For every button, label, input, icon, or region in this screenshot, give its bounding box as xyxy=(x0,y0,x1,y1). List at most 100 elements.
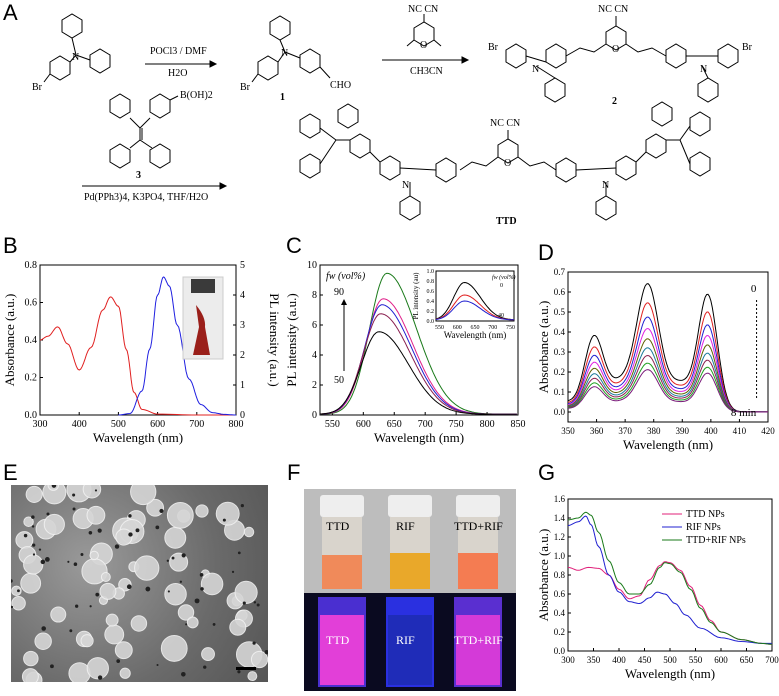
dark-speck xyxy=(231,570,235,574)
nanoparticle xyxy=(104,624,125,645)
x-tick-label: 600 xyxy=(150,419,165,430)
panel-letter-e: E xyxy=(3,460,18,485)
dark-speck xyxy=(116,659,121,663)
inset-series-line xyxy=(435,300,514,321)
inset-x-label: Wavelength (nm) xyxy=(444,330,507,340)
x-axis-label: Wavelength (nm) xyxy=(93,430,183,445)
dark-speck xyxy=(11,605,14,609)
x-tick-label: 390 xyxy=(676,426,690,436)
nanoparticle xyxy=(11,585,22,597)
vial-label-ttd: TTD xyxy=(326,519,350,533)
dark-speck xyxy=(23,533,28,538)
x-axis-label: Wavelength (nm) xyxy=(625,666,715,681)
panel-letter-a: A xyxy=(3,0,18,25)
y-tick-label: 1.2 xyxy=(554,532,565,542)
dark-speck xyxy=(128,514,132,518)
dark-speck xyxy=(159,508,164,514)
benzene-ring xyxy=(399,195,421,221)
y-right-tick-label: 5 xyxy=(240,260,245,271)
br-label: Br xyxy=(488,42,498,53)
inset-y-tick-label: 0.6 xyxy=(427,289,435,295)
x-tick-label: 600 xyxy=(356,419,371,430)
y-tick-label: 4 xyxy=(312,350,317,361)
nanoparticle xyxy=(215,501,240,526)
dark-speck xyxy=(31,525,35,528)
benzene-ring xyxy=(689,151,711,177)
x-tick-label: 700 xyxy=(418,419,433,430)
nanoparticle xyxy=(119,667,131,679)
dark-speck xyxy=(41,626,46,631)
inset-fw-40: 40 xyxy=(498,313,504,319)
dark-speck xyxy=(179,580,182,583)
benzene-ring xyxy=(689,111,711,137)
dark-speck xyxy=(256,603,260,607)
dark-speck xyxy=(73,562,78,566)
x-tick-label: 650 xyxy=(740,655,754,665)
y-tick-label: 0.0 xyxy=(25,410,38,421)
nanoparticle xyxy=(50,606,67,623)
legend-label: TTD NPs xyxy=(686,509,725,520)
y-tick-label: 0.6 xyxy=(25,298,38,309)
inset-y-tick-label: 0.4 xyxy=(427,299,435,305)
time-start-label: 0 xyxy=(751,283,757,295)
x-tick-label: 700 xyxy=(765,655,779,665)
x-tick-label: 400 xyxy=(704,426,718,436)
vials-uv xyxy=(304,593,516,691)
dark-speck xyxy=(126,584,132,590)
dark-speck xyxy=(51,485,57,488)
x-axis-label: Wavelength (nm) xyxy=(374,430,464,445)
time-end-label: 8 min xyxy=(731,407,757,419)
x-tick-label: 500 xyxy=(111,419,126,430)
dark-speck xyxy=(252,641,256,645)
dark-speck xyxy=(31,515,35,519)
x-tick-label: 700 xyxy=(189,419,204,430)
nanoparticle xyxy=(115,528,133,546)
nanoparticle xyxy=(23,516,34,527)
y-tick-label: 2 xyxy=(312,380,317,391)
x-tick-label: 420 xyxy=(761,426,775,436)
nanoparticle xyxy=(86,657,109,680)
nanoparticle xyxy=(25,485,43,503)
x-tick-label: 800 xyxy=(229,419,244,430)
n-label: N xyxy=(700,64,708,75)
panel-letter-f: F xyxy=(287,460,301,485)
dark-speck xyxy=(185,623,188,626)
nanoparticle xyxy=(20,572,42,594)
nanoparticle xyxy=(229,618,247,636)
benzene-ring xyxy=(109,93,131,119)
chart-g-np-absorbance: 300 350 400 450 500 550 600 650 700 0.0 0.2 0.4 0.6 0… xyxy=(538,494,779,681)
reagent2-bottom: CH3CN xyxy=(410,66,443,77)
inset-series-line xyxy=(435,281,515,321)
x-tick-label: 370 xyxy=(618,426,632,436)
y-tick-label: 0.8 xyxy=(25,260,38,271)
inset-x-tick-label: 550 xyxy=(435,325,444,331)
y-tick-label: 10 xyxy=(307,260,317,271)
dark-speck xyxy=(156,663,159,667)
np-series-line xyxy=(567,515,772,644)
dark-speck xyxy=(67,560,70,563)
n-label: N xyxy=(281,48,289,59)
y-tick-label: 0.8 xyxy=(554,570,566,580)
pl-series-line xyxy=(319,331,517,415)
dark-speck xyxy=(222,518,226,522)
dark-speck xyxy=(167,590,170,593)
y-tick-label: 1.0 xyxy=(554,551,566,561)
benzene-ring xyxy=(435,157,457,183)
dark-speck xyxy=(11,579,13,583)
x-tick-label: 400 xyxy=(72,419,87,430)
dicyano-label: NC CN xyxy=(490,118,521,129)
vials-uv-photo: TTD RIF TTD+RIF xyxy=(304,593,516,691)
vial xyxy=(388,495,432,589)
dark-speck xyxy=(237,670,241,674)
y-tick-label: 0.6 xyxy=(554,287,566,297)
x-axis-label: Wavelength (nm) xyxy=(623,437,713,452)
nanoparticle xyxy=(99,582,117,600)
dark-speck xyxy=(95,592,100,597)
y-tick-label: 0.2 xyxy=(25,373,38,384)
fw-arrow-head xyxy=(341,299,347,305)
dark-speck xyxy=(171,556,175,560)
x-tick-label: 350 xyxy=(587,655,601,665)
nanoparticle xyxy=(43,513,65,536)
dark-speck xyxy=(88,531,93,535)
inset-fw-label: fw (vol%) xyxy=(492,274,516,281)
